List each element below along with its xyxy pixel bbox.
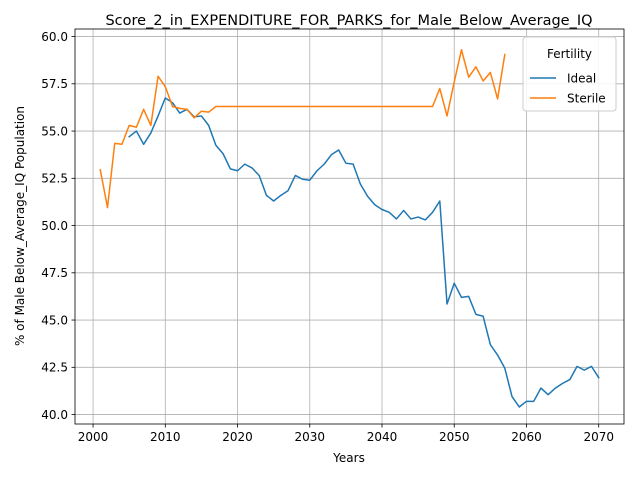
legend-title: Fertility	[547, 47, 592, 61]
x-tick-label: 2040	[367, 430, 398, 444]
y-tick-label: 40.0	[41, 408, 68, 422]
y-axis-label: % of Male Below_Average_IQ Population	[13, 106, 27, 346]
x-tick-label: 2010	[150, 430, 181, 444]
x-tick-label: 2070	[583, 430, 614, 444]
chart-title: Score_2_in_EXPENDITURE_FOR_PARKS_for_Mal…	[105, 13, 592, 29]
y-tick-label: 57.5	[41, 77, 68, 91]
y-tick-label: 47.5	[41, 266, 68, 280]
x-tick-label: 2020	[222, 430, 253, 444]
legend-box	[522, 36, 617, 112]
x-axis-label: Years	[332, 451, 365, 465]
y-tick-label: 55.0	[41, 124, 68, 138]
series-lines	[99, 49, 600, 408]
legend-entries: Ideal Sterile	[530, 71, 606, 105]
y-tick-label: 45.0	[41, 313, 68, 327]
x-tick-label: 2000	[78, 430, 109, 444]
x-tick-label: 2050	[439, 430, 470, 444]
legend: Fertility Ideal Sterile	[522, 36, 617, 112]
y-tick-label: 42.5	[41, 361, 68, 375]
x-tick-label: 2060	[511, 430, 542, 444]
y-tick-label: 50.0	[41, 219, 68, 233]
y-tick-label: 52.5	[41, 172, 68, 186]
series-line-ideal	[128, 97, 600, 408]
y-tick-label: 60.0	[41, 30, 68, 44]
series-line-sterile	[99, 49, 506, 209]
x-tick-label: 2030	[294, 430, 325, 444]
legend-label-ideal: Ideal	[567, 71, 596, 85]
plot-area-frame	[74, 28, 625, 425]
y-axis-ticks: 40.0 42.5 45.0 47.5 50.0 52.5 55.0 57.5 60.0	[41, 30, 75, 422]
x-axis-ticks: 2000 2010 2020 2030 2040 2050 2060 2070	[78, 424, 614, 444]
legend-label-sterile: Sterile	[567, 91, 606, 105]
